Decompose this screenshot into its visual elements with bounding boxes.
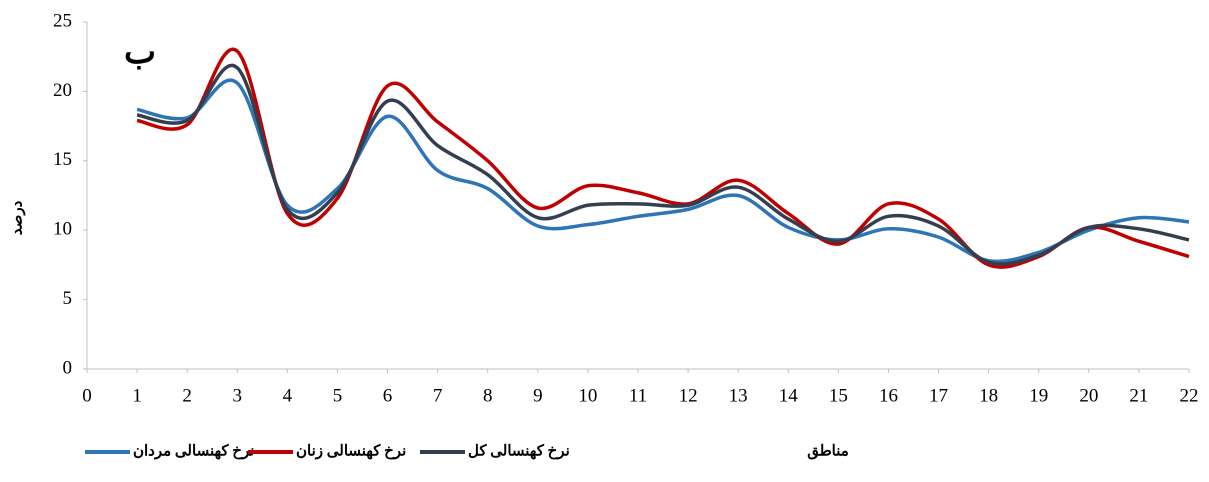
x-tick-label: 5 <box>333 385 343 406</box>
x-axis-label: مناطق <box>807 443 849 459</box>
series-line <box>136 47 1190 269</box>
x-tick-label: 3 <box>233 385 243 406</box>
x-tick-label: 9 <box>533 385 543 406</box>
x-tick-label: 14 <box>779 385 799 406</box>
legend-label: نرخ کهنسالی زنان <box>296 443 406 459</box>
series-line <box>136 78 1190 264</box>
x-tick-label: 16 <box>879 385 898 406</box>
x-tick-label: 8 <box>483 385 493 406</box>
x-tick-label: 4 <box>283 385 293 406</box>
legend-label: نرخ کهنسالی کل <box>468 443 570 459</box>
annotation: ب <box>124 34 156 71</box>
legend-label: نرخ کهنسالی مردان <box>133 443 254 459</box>
y-tick-label: 5 <box>63 288 73 309</box>
x-tick-label: 15 <box>829 385 848 406</box>
series-line <box>136 63 1190 266</box>
x-tick-label: 18 <box>979 385 998 406</box>
x-tick-label: 12 <box>679 385 698 406</box>
x-tick-label: 21 <box>1129 385 1148 406</box>
x-tick-label: 22 <box>1180 385 1199 406</box>
y-tick-label: 0 <box>63 357 73 378</box>
y-axis-label: درصد <box>9 200 25 235</box>
x-tick-label: 20 <box>1079 385 1098 406</box>
y-tick-label: 10 <box>53 219 72 240</box>
y-tick-label: 20 <box>53 80 72 101</box>
x-tick-label: 7 <box>433 385 443 406</box>
x-tick-label: 11 <box>629 385 647 406</box>
x-tick-label: 10 <box>578 385 597 406</box>
x-tick-label: 2 <box>182 385 192 406</box>
x-tick-label: 17 <box>929 385 948 406</box>
x-tick-label: 0 <box>82 385 92 406</box>
x-tick-label: 19 <box>1029 385 1048 406</box>
x-tick-label: 13 <box>729 385 748 406</box>
y-tick-label: 15 <box>53 149 72 170</box>
x-tick-label: 6 <box>383 385 393 406</box>
x-tick-label: 1 <box>132 385 142 406</box>
y-tick-label: 25 <box>53 10 72 31</box>
